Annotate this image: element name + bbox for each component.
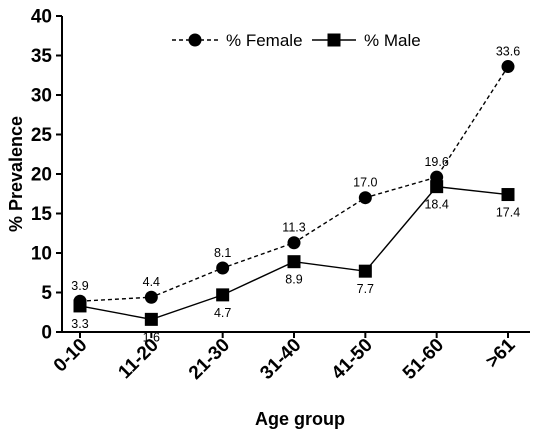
female-data-label: 19.6 <box>424 155 448 169</box>
female-data-label: 4.4 <box>143 275 160 289</box>
y-tick-label: 35 <box>31 46 53 67</box>
y-axis-title: % Prevalence <box>6 116 26 232</box>
y-axis-ticks: 0 5 10 15 20 25 30 35 40 <box>31 7 62 344</box>
male-data-point <box>287 255 301 269</box>
y-tick-label: 10 <box>31 244 52 265</box>
female-data-label: 8.1 <box>214 246 231 260</box>
data-labels: 3.9 4.4 8.1 11.3 17.0 19.6 33.6 3.3 1.6 4.7 8.9 7.7… <box>71 45 520 345</box>
series-layer <box>73 60 515 326</box>
male-data-label: 1.6 <box>143 330 160 344</box>
legend-male-label: % Male <box>364 31 421 50</box>
male-data-label: 18.4 <box>424 198 448 212</box>
y-tick-label: 20 <box>31 165 52 186</box>
female-data-point <box>144 290 158 304</box>
y-tick-label: 5 <box>41 283 52 304</box>
female-data-label: 11.3 <box>282 221 305 235</box>
female-data-label: 3.9 <box>71 279 88 293</box>
male-data-label: 7.7 <box>357 282 374 296</box>
male-data-label: 17.4 <box>496 206 520 220</box>
legend: % Female % Male <box>172 31 421 50</box>
y-tick-label: 0 <box>41 323 52 344</box>
male-data-label: 3.3 <box>71 317 88 331</box>
female-data-label: 17.0 <box>353 176 377 190</box>
legend-female-label: % Female <box>226 31 303 50</box>
female-data-point <box>287 236 301 250</box>
x-axis-title: Age group <box>255 409 345 429</box>
x-tick-label: 21-30 <box>185 335 234 384</box>
female-data-label: 33.6 <box>496 45 520 59</box>
male-data-point <box>216 288 230 302</box>
female-data-point <box>358 191 372 205</box>
female-data-point <box>501 60 515 74</box>
x-tick-label: 41-50 <box>328 335 377 384</box>
x-tick-label: >61 <box>482 334 520 372</box>
male-data-point <box>501 188 515 202</box>
male-data-label: 8.9 <box>285 273 302 287</box>
x-tick-label: 51-60 <box>399 335 448 384</box>
male-data-point <box>144 312 158 326</box>
y-tick-label: 30 <box>31 86 52 107</box>
legend-female-marker <box>188 33 202 47</box>
y-tick-label: 15 <box>31 204 53 225</box>
legend-male-marker <box>327 33 341 47</box>
male-data-point <box>358 264 372 278</box>
female-data-point <box>216 261 230 275</box>
male-data-label: 4.7 <box>214 306 231 320</box>
x-tick-label: 0-10 <box>50 335 92 377</box>
male-data-point <box>73 299 87 313</box>
y-tick-label: 25 <box>31 125 53 146</box>
x-tick-label: 31-40 <box>256 335 305 384</box>
male-data-point <box>430 180 444 194</box>
x-axis-ticks: 0-10 11-20 21-30 31-40 41-50 51-60 >61 <box>50 332 520 384</box>
y-tick-label: 40 <box>31 7 52 28</box>
